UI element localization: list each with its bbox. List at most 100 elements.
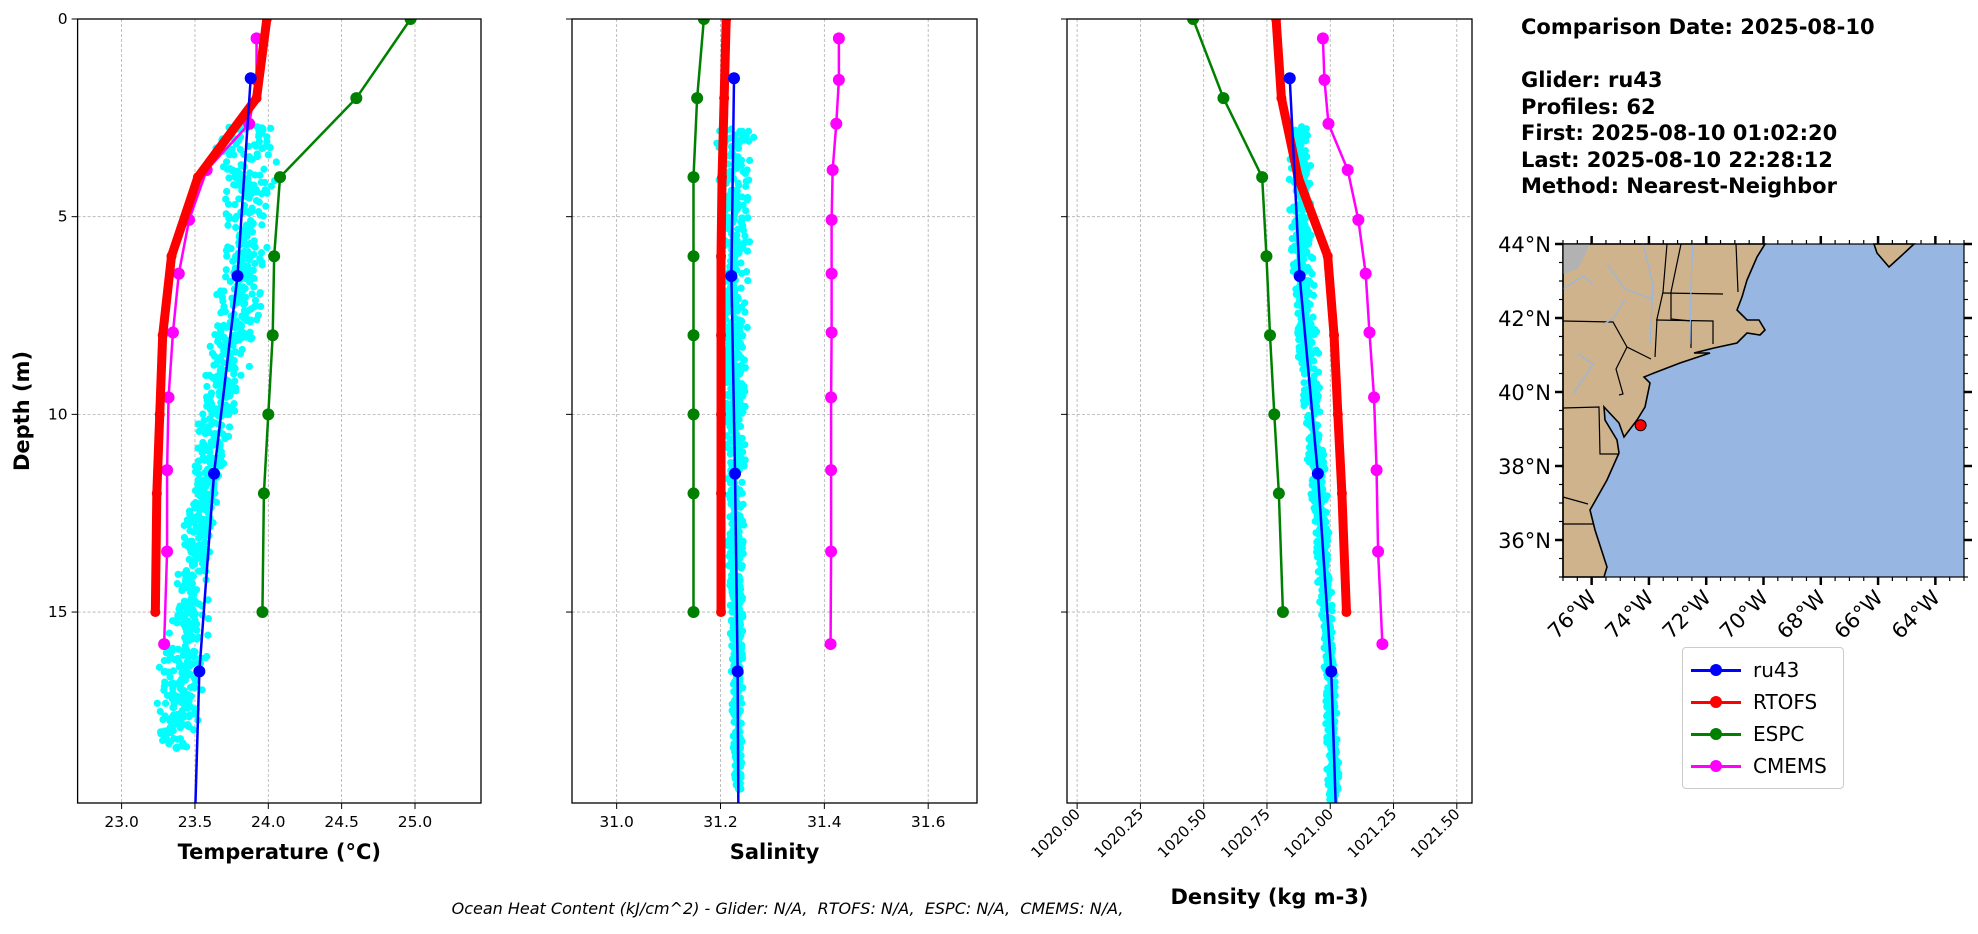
glider-scatter-point xyxy=(255,198,263,206)
series-point-rtofs xyxy=(1271,19,1282,24)
series-point-cmems xyxy=(832,32,845,45)
glider-scatter-point xyxy=(185,713,193,721)
glider-scatter-point xyxy=(1326,788,1334,796)
glider-scatter-point xyxy=(724,541,732,550)
glider-scatter-point xyxy=(186,510,194,518)
glider-scatter-point xyxy=(745,137,753,145)
glider-scatter-point xyxy=(225,212,233,221)
glider-scatter-point xyxy=(740,462,748,470)
glider-scatter-point xyxy=(250,283,258,291)
glider-scatter-point xyxy=(222,273,230,281)
series-point-ru43 xyxy=(187,863,199,875)
glider-scatter-point xyxy=(232,223,240,232)
series-point-ru43 xyxy=(193,665,206,678)
glider-scatter-point xyxy=(190,518,198,526)
x-axis-label: Density (kg m-3) xyxy=(1170,885,1368,909)
glider-scatter-point xyxy=(735,422,743,430)
lat-tick-label: 44°N xyxy=(1498,233,1551,257)
series-point-espc xyxy=(404,19,417,25)
glider-scatter-point xyxy=(160,686,168,694)
glider-scatter-point xyxy=(231,215,239,223)
glider-scatter-point xyxy=(267,124,275,132)
glider-scatter-point xyxy=(750,133,758,141)
glider-scatter-point xyxy=(734,241,743,249)
glider-scatter-point xyxy=(1321,465,1329,473)
legend-item-espc: ESPC xyxy=(1691,718,1835,750)
series-point-ru43 xyxy=(1325,665,1338,678)
series-point-cmems xyxy=(830,117,843,130)
glider-scatter-point xyxy=(267,182,275,190)
glider-scatter-point xyxy=(196,553,204,561)
series-point-ru43 xyxy=(725,269,738,282)
glider-scatter-point xyxy=(737,259,745,267)
x-tick-label: 31.6 xyxy=(911,813,946,831)
series-point-espc xyxy=(1217,92,1230,105)
glider-scatter-point xyxy=(195,427,203,436)
glider-scatter-point xyxy=(232,384,240,392)
plot-area xyxy=(150,19,417,875)
glider-scatter-point xyxy=(724,392,733,400)
glider-scatter-point xyxy=(264,151,272,159)
glider-scatter-point xyxy=(1304,290,1312,299)
glider-scatter-point xyxy=(235,195,243,203)
glider-scatter-point xyxy=(272,158,280,166)
series-point-espc xyxy=(1268,408,1281,421)
glider-scatter-point xyxy=(226,392,234,400)
series-point-rtofs xyxy=(716,251,727,262)
series-point-cmems xyxy=(1363,326,1376,339)
glider-scatter-point xyxy=(251,243,259,251)
lon-tick-label: 64°W xyxy=(1887,585,1945,643)
lon-tick-label: 76°W xyxy=(1543,585,1601,643)
glider-scatter-point xyxy=(182,703,190,711)
series-point-cmems xyxy=(1341,164,1354,177)
y-tick-label: 0 xyxy=(58,10,68,28)
glider-scatter-point xyxy=(256,290,264,298)
series-point-rtofs xyxy=(1322,251,1333,262)
series-point-ru43 xyxy=(231,269,244,282)
glider-scatter-point xyxy=(1328,607,1336,615)
lon-tick-label: 74°W xyxy=(1600,585,1658,643)
glider-scatter-point xyxy=(175,605,183,613)
legend-swatch xyxy=(1691,695,1741,709)
glider-scatter-point xyxy=(1299,239,1308,248)
glider-scatter-point xyxy=(734,410,742,418)
series-point-rtofs xyxy=(716,488,727,499)
glider-scatter-point xyxy=(206,342,214,351)
lon-tick-label: 72°W xyxy=(1658,585,1716,643)
glider-scatter-point xyxy=(203,382,211,391)
glider-scatter-point xyxy=(244,262,252,270)
glider-scatter-point xyxy=(744,127,753,135)
glider-scatter-point xyxy=(737,161,745,170)
glider-scatter-point xyxy=(179,692,188,700)
glider-scatter-point xyxy=(212,360,220,368)
lat-tick-label: 36°N xyxy=(1498,529,1551,553)
series-point-espc xyxy=(1187,19,1200,25)
glider-scatter-point xyxy=(203,479,212,487)
glider-scatter-point xyxy=(187,588,195,596)
glider-scatter-point xyxy=(165,668,173,676)
glider-scatter-point xyxy=(246,328,254,336)
glider-scatter-point xyxy=(163,691,172,700)
series-point-espc xyxy=(697,19,710,25)
glider-name: Glider: ru43 xyxy=(1521,68,1663,92)
series-point-cmems xyxy=(825,213,838,226)
glider-scatter-point xyxy=(155,663,164,671)
series-point-ru43 xyxy=(728,72,740,85)
glider-scatter-point xyxy=(217,452,225,461)
glider-scatter-point xyxy=(195,534,203,542)
glider-scatter-point xyxy=(193,620,201,628)
glider-scatter-point xyxy=(225,423,234,431)
glider-scatter-point xyxy=(247,217,255,225)
glider-scatter-point xyxy=(1325,720,1333,728)
legend-swatch xyxy=(1691,759,1741,773)
series-point-rtofs xyxy=(151,488,162,499)
glider-scatter-point xyxy=(161,699,170,707)
glider-scatter-point xyxy=(251,259,259,268)
series-line-espc xyxy=(261,19,412,613)
glider-scatter-point xyxy=(1294,353,1303,361)
x-tick-label: 24.5 xyxy=(324,813,359,831)
series-point-rtofs xyxy=(157,330,168,341)
series-point-cmems xyxy=(172,267,185,280)
glider-scatter-point xyxy=(1331,683,1339,691)
